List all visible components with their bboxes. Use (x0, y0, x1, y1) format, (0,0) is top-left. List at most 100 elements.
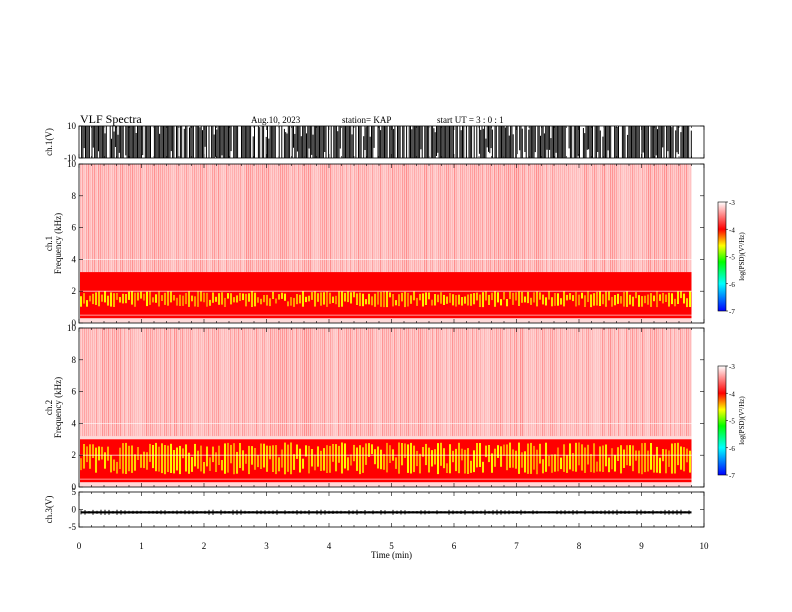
spectrogram-column (424, 328, 426, 437)
spectrogram-column (674, 328, 676, 437)
spectrogram-peak-streak (449, 444, 451, 474)
spectrogram-column (242, 328, 244, 437)
spectrogram-column (498, 328, 500, 437)
spectrogram-column (564, 164, 566, 273)
x-tick-label: 10 (700, 541, 710, 551)
spectrogram-peak-streak (350, 292, 352, 304)
spectrogram-peak-streak (128, 445, 130, 472)
spectrogram-peak-streak (101, 294, 103, 302)
spectrogram-column (144, 164, 146, 273)
spectrogram-peak-streak (419, 293, 421, 301)
spectrogram-column (480, 328, 482, 437)
spectrogram-column (688, 328, 690, 437)
spectrogram-peak-streak (131, 291, 133, 305)
spectrogram-peak-streak (470, 293, 472, 306)
spectrogram-peak-streak (287, 301, 289, 307)
spectrogram-column (622, 328, 624, 437)
spectrogram-peak-streak (236, 451, 238, 474)
spectrogram-peak-streak (452, 294, 454, 306)
spectrogram-column (470, 164, 472, 273)
spectrogram-peak-streak (146, 452, 148, 470)
spectrogram-column (462, 164, 464, 273)
spectrogram-column (100, 164, 102, 273)
spectrogram-column (82, 164, 84, 273)
spectrogram-peak-streak (680, 291, 682, 299)
spectrogram-column (214, 164, 216, 273)
spectrogram-band (80, 272, 692, 319)
spectrogram-column (162, 164, 164, 273)
spectrogram-column (318, 164, 320, 273)
spectrogram-column (252, 328, 254, 437)
spectrogram-peak-streak (416, 450, 418, 467)
spectrogram-column (518, 164, 520, 273)
spectrogram-peak-streak (122, 443, 124, 474)
spectrogram-column (330, 328, 332, 437)
spectrogram-column (208, 328, 210, 437)
y-tick-label: 6 (72, 223, 77, 233)
spectrogram-column (118, 328, 120, 437)
spectrogram-column (290, 328, 292, 437)
spectrogram-peak-streak (641, 296, 643, 307)
spectrogram-column (220, 328, 222, 437)
spectrogram-column (462, 328, 464, 437)
spectrogram-peak-streak (440, 292, 442, 304)
spectrogram-column (298, 164, 300, 273)
spectrogram-column (628, 164, 630, 273)
spectrogram-peak-streak (293, 454, 295, 470)
spectrogram-column (224, 164, 226, 273)
spectrogram-column (648, 328, 650, 437)
spectrogram-column (600, 164, 602, 273)
spectrogram-column (658, 328, 660, 437)
spectrogram-column (688, 164, 690, 273)
spectrogram-peak-streak (122, 293, 124, 304)
spectrogram-peak-streak (602, 445, 604, 472)
spectrogram-column (592, 164, 594, 273)
spectrogram-column (592, 328, 594, 437)
spectrogram-peak-streak (263, 295, 265, 303)
spectrogram-peak-streak (179, 445, 181, 475)
spectrogram-column (590, 164, 592, 273)
spectrogram-peak-streak (320, 450, 322, 471)
spectrogram-peak-streak (395, 457, 397, 469)
spectrogram-peak-streak (137, 292, 139, 301)
spectrogram-peak-streak (158, 446, 160, 472)
spectrogram-peak-streak (476, 292, 478, 301)
spectrogram-peak-streak (461, 297, 463, 306)
spectrogram-column (524, 328, 526, 437)
spectrogram-peak-streak (206, 292, 208, 307)
spectrogram-column (386, 164, 388, 273)
spectrogram-peak-streak (311, 449, 313, 467)
spectrogram-peak-streak (521, 291, 523, 303)
y-tick-label: 8 (72, 191, 77, 201)
spectrogram-column (274, 328, 276, 437)
spectrogram-peak-streak (488, 445, 490, 463)
spectrogram-peak-streak (323, 292, 325, 305)
spectrogram-column (336, 328, 338, 437)
spectrogram-peak-streak (575, 442, 577, 472)
spectrogram-peak-streak (305, 296, 307, 303)
spectrogram-column (252, 164, 254, 273)
spectrogram-column (678, 328, 680, 437)
spectrogram-peak-streak (230, 444, 232, 464)
spectrogram-peak-streak (428, 292, 430, 300)
spectrogram-column (590, 328, 592, 437)
spectrogram-column (110, 328, 112, 437)
spectrogram-peak-streak (410, 442, 412, 474)
spectrogram-peak-streak (467, 448, 469, 474)
spectrogram-column (392, 328, 394, 437)
spectrogram-peak-streak (647, 450, 649, 472)
spectrogram-peak-streak (131, 445, 133, 473)
spectrogram-column (198, 328, 200, 437)
spectrogram-column (532, 328, 534, 437)
spectrogram-column (588, 164, 590, 273)
spectrogram-peak-streak (569, 293, 571, 300)
spectrogram-peak-streak (92, 293, 94, 305)
spectrogram-column (280, 164, 282, 273)
y-tick-label: 2 (72, 286, 77, 296)
spectrogram-column (468, 164, 470, 273)
spectrogram-column (280, 328, 282, 437)
spectrogram-column (272, 164, 274, 273)
spectrogram-column (642, 164, 644, 273)
spectrogram-column (416, 164, 418, 273)
spectrogram-column (204, 164, 206, 273)
